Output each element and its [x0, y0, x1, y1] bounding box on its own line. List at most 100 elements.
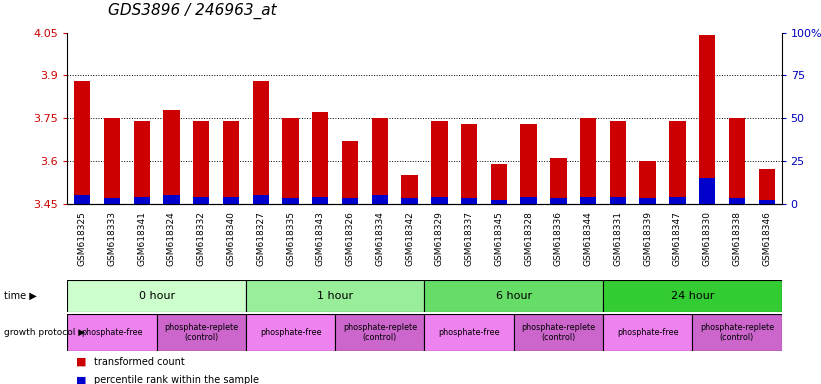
- Bar: [491, 164, 507, 204]
- Bar: [699, 178, 715, 204]
- Bar: [335, 314, 424, 351]
- Bar: [550, 158, 566, 204]
- Text: GSM618327: GSM618327: [256, 211, 265, 266]
- Bar: [193, 197, 209, 204]
- Bar: [521, 197, 537, 204]
- Text: phosphate-free: phosphate-free: [438, 328, 500, 337]
- Bar: [401, 175, 418, 204]
- Bar: [67, 280, 246, 312]
- Bar: [759, 200, 775, 204]
- Bar: [521, 124, 537, 204]
- Text: GSM618338: GSM618338: [732, 211, 741, 266]
- Bar: [312, 197, 328, 204]
- Text: time ▶: time ▶: [4, 291, 37, 301]
- Bar: [424, 314, 514, 351]
- Text: GSM618337: GSM618337: [465, 211, 474, 266]
- Text: phosphate-replete
(control): phosphate-replete (control): [164, 323, 238, 342]
- Text: GSM618328: GSM618328: [524, 211, 533, 266]
- Text: 1 hour: 1 hour: [317, 291, 353, 301]
- Text: GSM618332: GSM618332: [197, 211, 206, 266]
- Bar: [103, 118, 120, 204]
- Bar: [603, 314, 692, 351]
- Bar: [222, 197, 239, 204]
- Text: GSM618329: GSM618329: [435, 211, 444, 266]
- Bar: [74, 195, 90, 204]
- Text: GSM618343: GSM618343: [316, 211, 325, 266]
- Bar: [461, 124, 477, 204]
- Bar: [692, 314, 782, 351]
- Bar: [580, 118, 596, 204]
- Bar: [401, 199, 418, 204]
- Bar: [699, 35, 715, 204]
- Bar: [669, 197, 686, 204]
- Bar: [312, 113, 328, 204]
- Text: GSM618346: GSM618346: [762, 211, 771, 266]
- Bar: [461, 199, 477, 204]
- Text: GSM618340: GSM618340: [227, 211, 236, 266]
- Bar: [729, 118, 745, 204]
- Bar: [253, 195, 269, 204]
- Text: GSM618339: GSM618339: [643, 211, 652, 266]
- Bar: [282, 199, 299, 204]
- Bar: [134, 197, 150, 204]
- Bar: [610, 121, 626, 204]
- Text: phosphate-replete
(control): phosphate-replete (control): [342, 323, 417, 342]
- Bar: [491, 200, 507, 204]
- Text: transformed count: transformed count: [94, 357, 185, 367]
- Bar: [342, 141, 358, 204]
- Text: GSM618345: GSM618345: [494, 211, 503, 266]
- Text: 6 hour: 6 hour: [496, 291, 532, 301]
- Bar: [103, 199, 120, 204]
- Text: GSM618333: GSM618333: [108, 211, 117, 266]
- Text: phosphate-free: phosphate-free: [81, 328, 143, 337]
- Text: ■: ■: [76, 375, 86, 384]
- Text: GSM618326: GSM618326: [346, 211, 355, 266]
- Text: 0 hour: 0 hour: [139, 291, 175, 301]
- Bar: [342, 199, 358, 204]
- Text: phosphate-replete
(control): phosphate-replete (control): [699, 323, 774, 342]
- Text: GSM618344: GSM618344: [584, 211, 593, 266]
- Text: GSM618331: GSM618331: [613, 211, 622, 266]
- Bar: [222, 121, 239, 204]
- Bar: [640, 199, 656, 204]
- Text: 24 hour: 24 hour: [671, 291, 714, 301]
- Text: GSM618334: GSM618334: [375, 211, 384, 266]
- Bar: [163, 109, 180, 204]
- Text: GSM618342: GSM618342: [405, 211, 414, 266]
- Bar: [246, 314, 335, 351]
- Bar: [163, 195, 180, 204]
- Bar: [610, 197, 626, 204]
- Bar: [431, 197, 447, 204]
- Bar: [282, 118, 299, 204]
- Bar: [603, 280, 782, 312]
- Bar: [246, 280, 424, 312]
- Text: phosphate-free: phosphate-free: [259, 328, 321, 337]
- Bar: [372, 118, 388, 204]
- Text: GSM618336: GSM618336: [554, 211, 563, 266]
- Bar: [424, 280, 603, 312]
- Bar: [157, 314, 246, 351]
- Text: GDS3896 / 246963_at: GDS3896 / 246963_at: [108, 3, 277, 19]
- Text: GSM618324: GSM618324: [167, 211, 176, 266]
- Bar: [550, 199, 566, 204]
- Bar: [193, 121, 209, 204]
- Bar: [253, 81, 269, 204]
- Bar: [729, 199, 745, 204]
- Text: GSM618347: GSM618347: [673, 211, 682, 266]
- Bar: [431, 121, 447, 204]
- Bar: [67, 314, 157, 351]
- Text: GSM618335: GSM618335: [286, 211, 295, 266]
- Text: growth protocol ▶: growth protocol ▶: [4, 328, 85, 337]
- Bar: [74, 81, 90, 204]
- Text: GSM618325: GSM618325: [78, 211, 87, 266]
- Text: GSM618341: GSM618341: [137, 211, 146, 266]
- Text: percentile rank within the sample: percentile rank within the sample: [94, 375, 259, 384]
- Text: phosphate-replete
(control): phosphate-replete (control): [521, 323, 595, 342]
- Bar: [759, 169, 775, 204]
- Text: ■: ■: [76, 357, 86, 367]
- Text: phosphate-free: phosphate-free: [617, 328, 678, 337]
- Bar: [134, 121, 150, 204]
- Text: GSM618330: GSM618330: [703, 211, 712, 266]
- Bar: [372, 195, 388, 204]
- Bar: [514, 314, 603, 351]
